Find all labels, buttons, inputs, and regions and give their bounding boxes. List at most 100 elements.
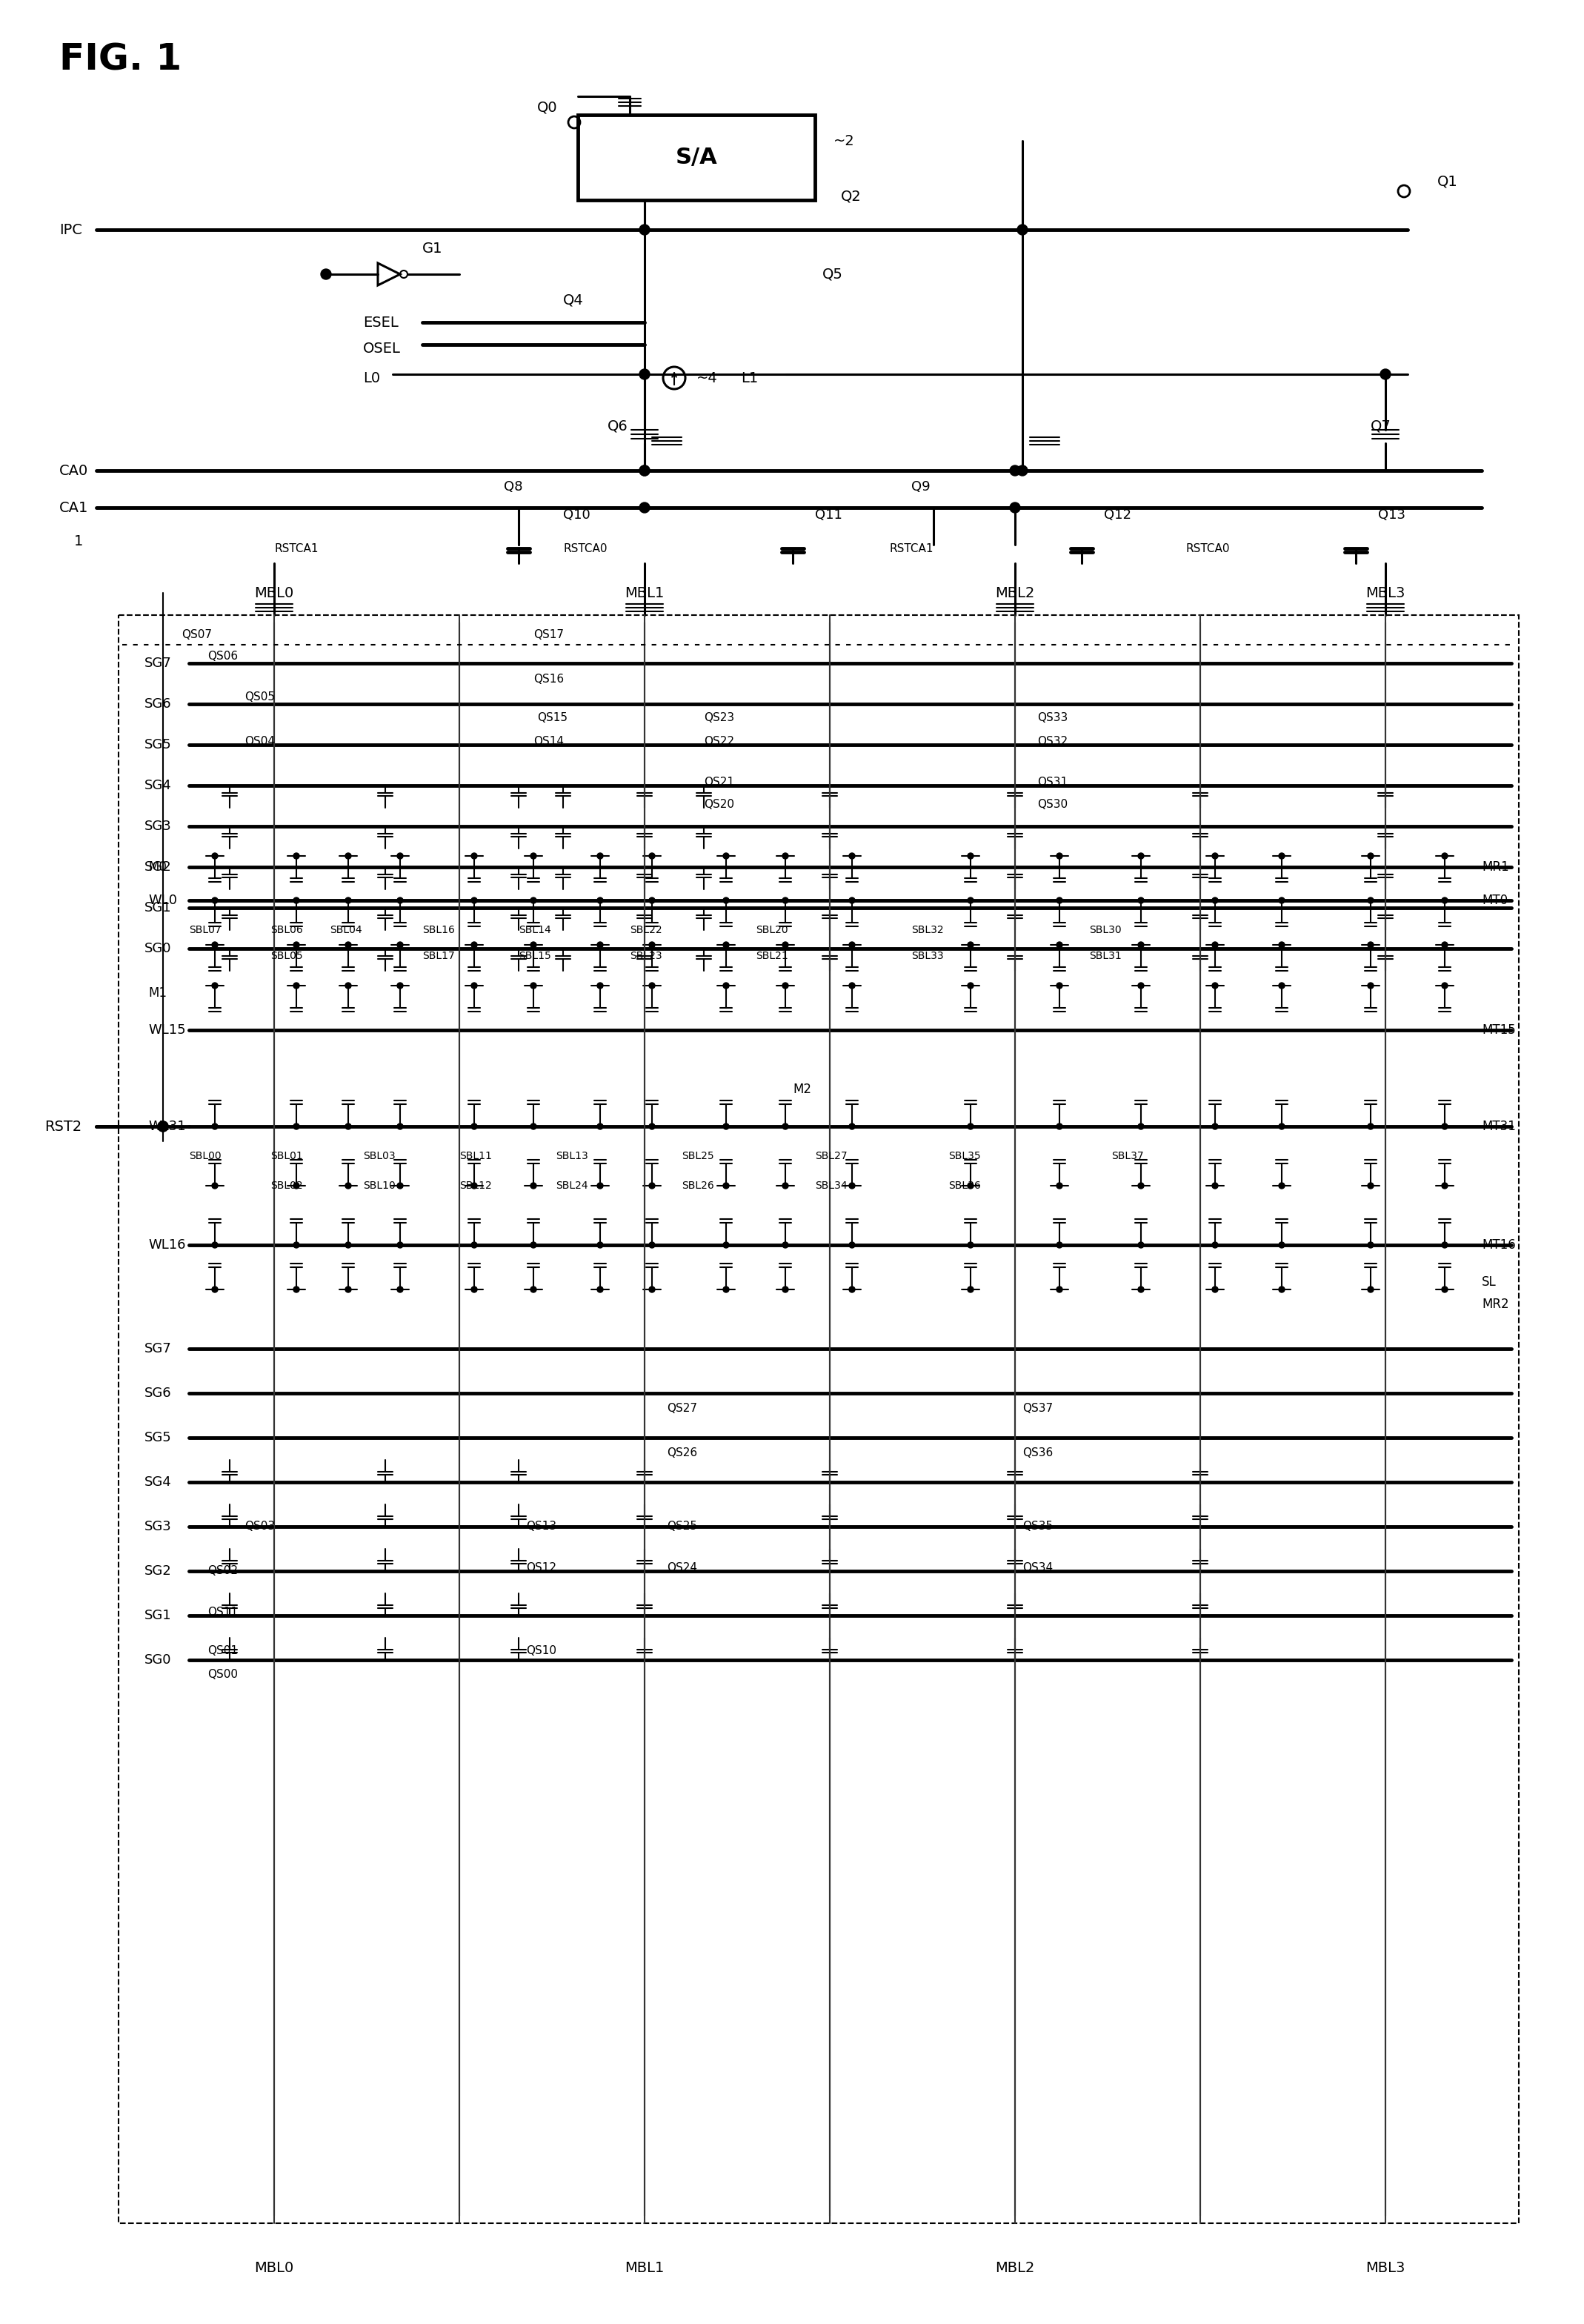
Circle shape — [322, 270, 331, 279]
Text: Q10: Q10 — [562, 509, 591, 521]
Circle shape — [293, 897, 299, 904]
Circle shape — [968, 983, 974, 988]
Circle shape — [212, 853, 219, 860]
Circle shape — [640, 370, 649, 379]
Text: SBL37: SBL37 — [1112, 1150, 1144, 1162]
Circle shape — [649, 1183, 654, 1188]
Text: Q9: Q9 — [911, 481, 930, 493]
Circle shape — [724, 983, 729, 988]
Circle shape — [345, 983, 352, 988]
Circle shape — [1137, 853, 1144, 860]
Circle shape — [597, 1122, 604, 1129]
Text: Q13: Q13 — [1378, 509, 1405, 521]
Circle shape — [345, 1287, 352, 1292]
Text: RSTCA1: RSTCA1 — [274, 544, 318, 553]
Circle shape — [1011, 465, 1020, 476]
Circle shape — [724, 1183, 729, 1188]
Circle shape — [1367, 1122, 1373, 1129]
Text: M1: M1 — [149, 985, 166, 999]
Circle shape — [724, 853, 729, 860]
Circle shape — [1441, 1287, 1448, 1292]
Circle shape — [968, 1122, 974, 1129]
Text: QS30: QS30 — [1038, 799, 1068, 809]
Text: QS01: QS01 — [208, 1645, 238, 1657]
Circle shape — [531, 1287, 537, 1292]
Text: SG5: SG5 — [144, 739, 171, 751]
Text: ~4: ~4 — [697, 372, 718, 386]
Text: Q2: Q2 — [841, 188, 862, 205]
Circle shape — [649, 1287, 654, 1292]
Text: OSEL: OSEL — [363, 342, 401, 356]
Text: IPC: IPC — [59, 223, 82, 237]
Text: SG7: SG7 — [144, 1341, 171, 1355]
Text: SBL00: SBL00 — [188, 1150, 222, 1162]
Text: Q7: Q7 — [1370, 418, 1391, 432]
Text: MBL0: MBL0 — [255, 586, 295, 600]
Text: SBL04: SBL04 — [329, 925, 363, 934]
Circle shape — [724, 1241, 729, 1248]
Text: SG1: SG1 — [144, 1608, 171, 1622]
Circle shape — [640, 465, 649, 476]
Text: QS07: QS07 — [182, 630, 212, 639]
Circle shape — [1441, 983, 1448, 988]
Text: SG2: SG2 — [144, 860, 171, 874]
Circle shape — [470, 983, 477, 988]
Text: SBL25: SBL25 — [681, 1150, 714, 1162]
Text: SG6: SG6 — [144, 697, 171, 711]
Text: Q1: Q1 — [1437, 174, 1457, 188]
Circle shape — [1057, 1122, 1063, 1129]
Circle shape — [531, 983, 537, 988]
Circle shape — [1367, 853, 1373, 860]
Circle shape — [345, 897, 352, 904]
Text: M2: M2 — [792, 1083, 811, 1097]
Circle shape — [1278, 1287, 1285, 1292]
Text: SBL07: SBL07 — [188, 925, 222, 934]
Text: L0: L0 — [363, 372, 380, 386]
Text: QS12: QS12 — [526, 1562, 556, 1573]
Text: SBL12: SBL12 — [459, 1181, 491, 1190]
Circle shape — [968, 1183, 974, 1188]
Text: SBL15: SBL15 — [518, 951, 551, 962]
Circle shape — [1278, 1183, 1285, 1188]
Text: QS35: QS35 — [1022, 1520, 1053, 1532]
Circle shape — [158, 1120, 168, 1132]
Text: QS04: QS04 — [244, 734, 276, 746]
Text: QS31: QS31 — [1038, 776, 1068, 788]
Text: QS23: QS23 — [703, 711, 735, 723]
Text: QS00: QS00 — [208, 1669, 238, 1680]
Circle shape — [1212, 1287, 1218, 1292]
Text: FIG. 1: FIG. 1 — [59, 42, 182, 77]
Bar — [119, 616, 1519, 2224]
Circle shape — [968, 853, 974, 860]
Circle shape — [1367, 941, 1373, 948]
Text: QS10: QS10 — [526, 1645, 556, 1657]
Text: MBL0: MBL0 — [255, 2261, 295, 2275]
Circle shape — [293, 853, 299, 860]
Circle shape — [398, 897, 402, 904]
Text: L1: L1 — [741, 372, 759, 386]
Text: MR1: MR1 — [1481, 860, 1510, 874]
Bar — [578, 114, 814, 200]
Circle shape — [724, 941, 729, 948]
Circle shape — [1367, 1183, 1373, 1188]
Circle shape — [849, 1287, 855, 1292]
Text: SG3: SG3 — [144, 820, 171, 832]
Text: QS26: QS26 — [667, 1448, 697, 1457]
Circle shape — [1441, 1241, 1448, 1248]
Text: RSTCA1: RSTCA1 — [889, 544, 933, 553]
Circle shape — [470, 853, 477, 860]
Circle shape — [597, 853, 604, 860]
Circle shape — [968, 1287, 974, 1292]
Text: Q11: Q11 — [814, 509, 843, 521]
Text: RSTCA0: RSTCA0 — [562, 544, 607, 553]
Circle shape — [531, 1183, 537, 1188]
Text: QS25: QS25 — [667, 1520, 697, 1532]
Circle shape — [849, 1183, 855, 1188]
Circle shape — [1441, 1183, 1448, 1188]
Circle shape — [1441, 1122, 1448, 1129]
Text: QS06: QS06 — [208, 651, 238, 662]
Circle shape — [1137, 1122, 1144, 1129]
Text: ~2: ~2 — [833, 135, 855, 149]
Text: G1: G1 — [423, 242, 442, 256]
Text: QS21: QS21 — [703, 776, 735, 788]
